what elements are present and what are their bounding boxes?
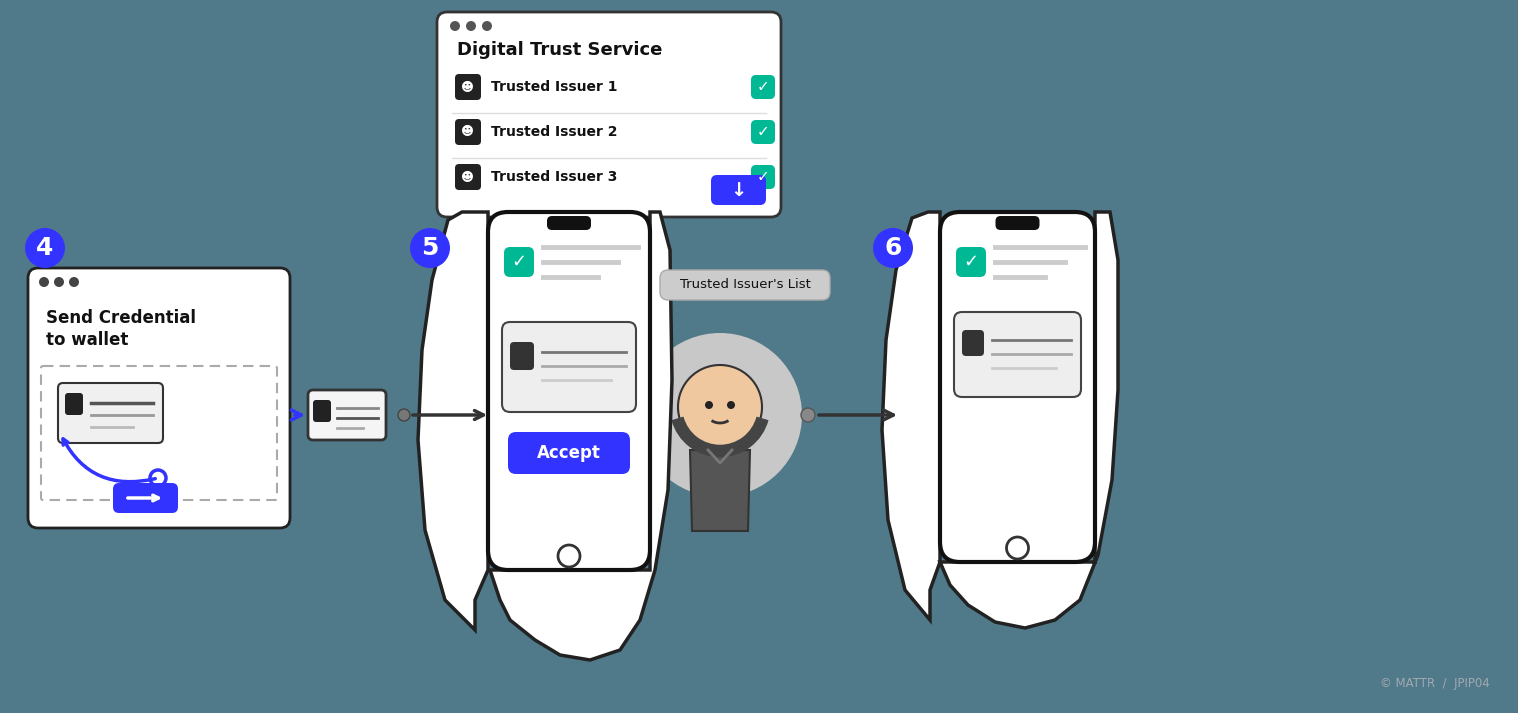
FancyBboxPatch shape: [455, 74, 481, 100]
Text: ✓: ✓: [756, 80, 770, 95]
Circle shape: [727, 401, 735, 409]
FancyBboxPatch shape: [487, 212, 650, 570]
FancyBboxPatch shape: [502, 322, 636, 412]
FancyBboxPatch shape: [510, 342, 534, 370]
Polygon shape: [882, 212, 940, 620]
FancyBboxPatch shape: [455, 119, 481, 145]
Text: ☻: ☻: [461, 170, 475, 183]
Text: ✓: ✓: [964, 253, 979, 271]
FancyBboxPatch shape: [504, 247, 534, 277]
Polygon shape: [940, 212, 1117, 628]
Text: Trusted Issuer 3: Trusted Issuer 3: [490, 170, 618, 184]
Circle shape: [802, 408, 815, 422]
Circle shape: [638, 333, 802, 497]
Circle shape: [449, 21, 460, 31]
Text: Trusted Issuer's List: Trusted Issuer's List: [680, 279, 811, 292]
Circle shape: [55, 277, 64, 287]
FancyBboxPatch shape: [962, 330, 984, 356]
FancyBboxPatch shape: [313, 400, 331, 422]
Text: Digital Trust Service: Digital Trust Service: [457, 41, 662, 59]
Text: 6: 6: [885, 236, 902, 260]
Text: Accept: Accept: [537, 444, 601, 462]
FancyBboxPatch shape: [660, 270, 830, 300]
Polygon shape: [691, 450, 750, 531]
Text: ↓: ↓: [730, 180, 747, 200]
FancyBboxPatch shape: [455, 164, 481, 190]
Text: to wallet: to wallet: [46, 331, 129, 349]
Circle shape: [704, 401, 713, 409]
Text: Send Credential: Send Credential: [46, 309, 196, 327]
Text: Trusted Issuer 1: Trusted Issuer 1: [490, 80, 618, 94]
FancyBboxPatch shape: [751, 165, 776, 189]
FancyBboxPatch shape: [509, 432, 630, 474]
Circle shape: [68, 277, 79, 287]
Circle shape: [466, 21, 477, 31]
FancyBboxPatch shape: [58, 383, 162, 443]
Text: Trusted Issuer 2: Trusted Issuer 2: [490, 125, 618, 139]
Text: ✓: ✓: [512, 253, 527, 271]
Polygon shape: [417, 212, 487, 630]
FancyBboxPatch shape: [65, 393, 83, 415]
FancyBboxPatch shape: [953, 312, 1081, 397]
Circle shape: [24, 228, 65, 268]
Text: © MATTR  /  JPIP04: © MATTR / JPIP04: [1380, 677, 1491, 690]
Circle shape: [609, 319, 621, 331]
Polygon shape: [490, 212, 672, 660]
FancyBboxPatch shape: [437, 12, 780, 217]
Circle shape: [483, 21, 492, 31]
FancyBboxPatch shape: [751, 120, 776, 144]
FancyBboxPatch shape: [956, 247, 987, 277]
Circle shape: [39, 277, 49, 287]
Text: 4: 4: [36, 236, 53, 260]
Text: ☻: ☻: [461, 125, 475, 138]
Text: ☻: ☻: [461, 81, 475, 93]
FancyBboxPatch shape: [940, 212, 1094, 562]
Circle shape: [398, 409, 410, 421]
Text: ✓: ✓: [756, 125, 770, 140]
FancyBboxPatch shape: [710, 175, 767, 205]
FancyBboxPatch shape: [996, 216, 1040, 230]
FancyBboxPatch shape: [546, 216, 591, 230]
Text: 5: 5: [422, 236, 439, 260]
FancyBboxPatch shape: [27, 268, 290, 528]
Text: ✓: ✓: [756, 170, 770, 185]
Circle shape: [410, 228, 449, 268]
FancyBboxPatch shape: [308, 390, 386, 440]
Circle shape: [679, 365, 762, 449]
Circle shape: [873, 228, 912, 268]
FancyBboxPatch shape: [112, 483, 178, 513]
FancyBboxPatch shape: [751, 75, 776, 99]
Circle shape: [612, 213, 619, 221]
